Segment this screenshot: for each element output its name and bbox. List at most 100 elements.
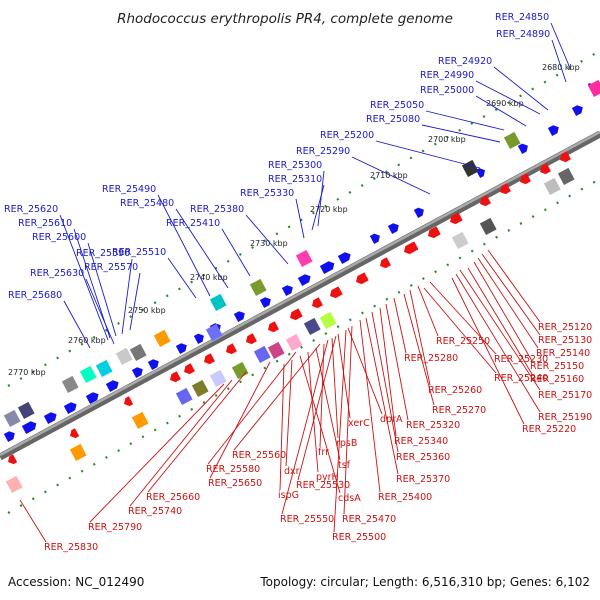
tick-label: 2720 kbp (310, 205, 348, 214)
gene-label-rer-25480[interactable]: RER_25480 (120, 198, 174, 209)
accession-text: Accession: NC_012490 (8, 575, 144, 589)
gene-block (543, 177, 561, 196)
gene-label-rpsb[interactable]: rpsB (336, 438, 357, 449)
gene-label-pyrh[interactable]: pyrH (316, 472, 339, 483)
gene-block (249, 278, 267, 297)
leader-line (375, 140, 481, 169)
leader-line (59, 214, 109, 341)
forward-gene-arrow (85, 392, 99, 404)
leader-line (475, 95, 527, 127)
gene-label-rer-24850[interactable]: RER_24850 (495, 12, 549, 23)
gene-label-rer-25500[interactable]: RER_25500 (332, 532, 386, 543)
gene-label-rer-25270[interactable]: RER_25270 (432, 405, 486, 416)
gene-label-rer-25680[interactable]: RER_25680 (8, 290, 62, 301)
gene-label-rer-25410[interactable]: RER_25410 (166, 218, 220, 229)
gene-label-rer-25130[interactable]: RER_25130 (538, 335, 592, 346)
gene-label-rer-24920[interactable]: RER_24920 (438, 56, 492, 67)
gene-label-rer-25150[interactable]: RER_25150 (530, 361, 584, 372)
leader-line (459, 269, 541, 391)
gene-label-rer-25300[interactable]: RER_25300 (268, 160, 322, 171)
gene-label-rer-25250[interactable]: RER_25250 (436, 336, 490, 347)
leader-line (409, 289, 431, 386)
gene-label-frr[interactable]: frr (318, 447, 329, 458)
gene-label-rer-25570[interactable]: RER_25570 (84, 262, 138, 273)
gene-label-rer-25360[interactable]: RER_25360 (396, 452, 450, 463)
forward-gene-arrow (369, 233, 380, 244)
gene-label-rer-25830[interactable]: RER_25830 (44, 542, 98, 553)
gene-label-xerc[interactable]: xerC (348, 418, 370, 429)
gene-label-cdsa[interactable]: cdsA (338, 493, 361, 504)
gene-block (115, 347, 133, 366)
leader-line (423, 287, 497, 374)
gene-label-rer-25790[interactable]: RER_25790 (88, 522, 142, 533)
gene-label-rer-25580[interactable]: RER_25580 (206, 464, 260, 475)
gene-label-rer-25400[interactable]: RER_25400 (378, 492, 432, 503)
gene-label-rer-25320[interactable]: RER_25320 (406, 420, 460, 431)
tick-label: 2740 kbp (190, 273, 228, 282)
gene-label-rer-25630[interactable]: RER_25630 (30, 268, 84, 279)
leader-line (421, 124, 501, 143)
gene-label-rer-25530[interactable]: RER_25530 (296, 480, 350, 491)
gene-label-rer-25560[interactable]: RER_25560 (232, 450, 286, 461)
gene-label-rer-25330[interactable]: RER_25330 (240, 188, 294, 199)
gene-label-dpra[interactable]: dprA (380, 414, 403, 425)
reverse-gene-arrow (268, 321, 279, 333)
gene-label-rer-25490[interactable]: RER_25490 (102, 184, 156, 195)
gene-label-rer-25590[interactable]: RER_25590 (76, 248, 130, 259)
gene-label-rer-25160[interactable]: RER_25160 (530, 374, 584, 385)
gene-label-rer-25620[interactable]: RER_25620 (4, 204, 58, 215)
reverse-gene-arrow (226, 343, 237, 355)
reverse-gene-arrow (124, 396, 134, 407)
leader-line (157, 194, 211, 297)
leader-line (467, 267, 533, 375)
gene-label-rer-25050[interactable]: RER_25050 (370, 100, 424, 111)
gene-label-rer-25740[interactable]: RER_25740 (128, 506, 182, 517)
gene-label-rer-25280[interactable]: RER_25280 (404, 353, 458, 364)
gene-label-rer-25340[interactable]: RER_25340 (394, 436, 448, 447)
gene-block (267, 341, 285, 360)
gene-label-rer-25000[interactable]: RER_25000 (420, 85, 474, 96)
gene-label-rer-24890[interactable]: RER_24890 (496, 29, 550, 40)
gene-label-rer-25310[interactable]: RER_25310 (268, 174, 322, 185)
tick-label: 2750 kbp (128, 306, 166, 315)
gene-label-rer-25170[interactable]: RER_25170 (538, 390, 592, 401)
gene-label-rer-25080[interactable]: RER_25080 (366, 114, 420, 125)
gene-label-rer-25240[interactable]: RER_25240 (494, 373, 548, 384)
leader-line (333, 329, 347, 533)
reverse-gene-arrow (404, 241, 419, 255)
gene-label-rer-25600[interactable]: RER_25600 (32, 232, 86, 243)
gene-label-dxr[interactable]: dxr (284, 466, 300, 477)
gene-label-rer-25510[interactable]: RER_25510 (112, 247, 166, 258)
gene-label-rer-25120[interactable]: RER_25120 (538, 322, 592, 333)
gene-label-rer-25290[interactable]: RER_25290 (296, 146, 350, 157)
reverse-gene-arrow (184, 363, 195, 375)
gene-label-rer-25660[interactable]: RER_25660 (146, 492, 200, 503)
gene-label-rer-25550[interactable]: RER_25550 (280, 514, 334, 525)
leader-line (365, 317, 399, 475)
gene-label-rer-25370[interactable]: RER_25370 (396, 474, 450, 485)
forward-gene-arrow (105, 380, 119, 392)
gene-label-rer-25200[interactable]: RER_25200 (320, 130, 374, 141)
gene-label-rer-24990[interactable]: RER_24990 (420, 70, 474, 81)
gene-block (175, 387, 193, 406)
forward-gene-arrow (281, 285, 293, 296)
gene-label-rer-25650[interactable]: RER_25650 (208, 478, 262, 489)
leader-line (371, 311, 399, 453)
gene-label-rer-25380[interactable]: RER_25380 (190, 204, 244, 215)
leader-line (317, 170, 325, 227)
gene-label-rer-25220[interactable]: RER_25220 (522, 424, 576, 435)
leader-line (209, 361, 271, 479)
forward-gene-arrow (259, 297, 271, 308)
leader-line (167, 257, 197, 299)
gene-label-tsf[interactable]: tsf (338, 460, 351, 471)
gene-label-rer-25470[interactable]: RER_25470 (342, 514, 396, 525)
reverse-gene-arrow (356, 272, 369, 285)
forward-gene-arrow (21, 421, 37, 434)
gene-label-rer-25260[interactable]: RER_25260 (428, 385, 482, 396)
gene-label-ispg[interactable]: ispG (278, 490, 299, 501)
gene-label-rer-25140[interactable]: RER_25140 (536, 348, 590, 359)
gene-label-rer-25230[interactable]: RER_25230 (494, 354, 548, 365)
gene-label-rer-25610[interactable]: RER_25610 (18, 218, 72, 229)
gene-label-rer-25190[interactable]: RER_25190 (538, 412, 592, 423)
